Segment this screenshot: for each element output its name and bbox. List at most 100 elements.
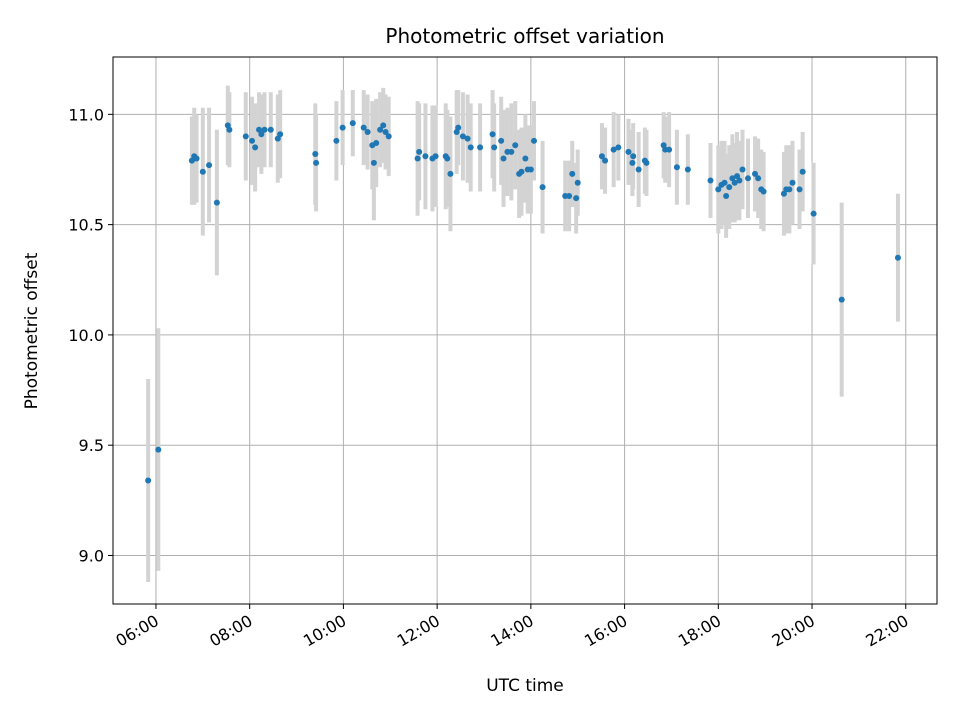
y-tick-label: 9.5: [79, 436, 104, 455]
data-point: [723, 192, 730, 199]
data-point: [734, 173, 741, 180]
data-point: [752, 170, 759, 177]
data-point: [539, 184, 546, 191]
data-point: [249, 137, 256, 144]
data-point: [598, 153, 605, 160]
data-point: [522, 155, 529, 162]
data-point: [333, 137, 340, 144]
data-point: [382, 128, 389, 135]
data-point: [707, 177, 714, 184]
data-point: [193, 155, 200, 162]
data-point: [736, 177, 743, 184]
data-point: [573, 195, 580, 202]
data-point: [729, 175, 736, 182]
data-point: [744, 175, 751, 182]
data-point: [530, 137, 537, 144]
data-point: [206, 162, 213, 169]
data-point: [602, 157, 609, 164]
data-point: [489, 131, 496, 138]
data-point: [630, 153, 637, 160]
data-point: [810, 210, 817, 217]
data-point: [252, 144, 259, 151]
data-point: [385, 133, 392, 140]
data-point: [491, 144, 498, 151]
data-points: [145, 120, 901, 484]
data-point: [267, 126, 274, 133]
plot-frame: [112, 56, 938, 605]
data-point: [422, 153, 429, 160]
data-point: [789, 179, 796, 186]
data-point: [377, 126, 384, 133]
data-point: [512, 142, 519, 149]
data-point: [226, 126, 233, 133]
data-point: [566, 192, 573, 199]
data-point: [666, 146, 673, 153]
data-point: [188, 157, 195, 164]
data-point: [569, 170, 576, 177]
data-point: [274, 135, 281, 142]
data-point: [416, 148, 423, 155]
data-point: [447, 170, 454, 177]
data-point: [625, 148, 632, 155]
data-point: [799, 168, 806, 175]
x-axis-label: UTC time: [486, 676, 564, 696]
data-point: [155, 446, 162, 453]
data-point: [199, 168, 206, 175]
data-point: [370, 159, 377, 166]
chart-title: Photometric offset variation: [385, 24, 664, 48]
data-point: [339, 124, 346, 131]
data-point: [242, 133, 249, 140]
data-point: [500, 155, 507, 162]
data-point: [258, 131, 265, 138]
data-point: [313, 159, 320, 166]
data-point: [755, 175, 762, 182]
data-point: [610, 146, 617, 153]
data-point: [277, 131, 284, 138]
data-point: [364, 128, 371, 135]
data-point: [731, 179, 738, 186]
data-point: [780, 190, 787, 197]
y-tick-label: 9.0: [79, 546, 104, 565]
data-point: [312, 151, 319, 158]
data-point: [432, 153, 439, 160]
data-point: [213, 199, 220, 206]
data-point: [726, 184, 733, 191]
data-point: [894, 254, 901, 261]
data-point: [574, 179, 581, 186]
data-point: [360, 124, 367, 131]
y-tick-label: 10.0: [68, 326, 104, 345]
data-point: [643, 159, 650, 166]
data-point: [721, 179, 728, 186]
data-point: [527, 166, 534, 173]
data-point: [673, 164, 680, 171]
data-point: [498, 137, 505, 144]
data-point: [796, 186, 803, 193]
data-point: [786, 186, 793, 193]
data-point: [838, 296, 845, 303]
data-point: [455, 124, 462, 131]
data-point: [373, 140, 380, 147]
data-point: [760, 188, 767, 195]
data-point: [459, 133, 466, 140]
y-tick-label: 11.0: [68, 105, 104, 124]
data-point: [739, 166, 746, 173]
data-point: [380, 122, 387, 129]
data-point: [684, 166, 691, 173]
data-point: [145, 477, 152, 484]
y-axis-label: Photometric offset: [22, 252, 42, 409]
data-point: [444, 155, 451, 162]
data-point: [477, 144, 484, 151]
data-point: [629, 159, 636, 166]
data-point: [349, 120, 356, 127]
data-point: [615, 144, 622, 151]
data-point: [518, 168, 525, 175]
data-point: [464, 135, 471, 142]
data-point: [635, 166, 642, 173]
data-point: [467, 144, 474, 151]
data-point: [508, 148, 515, 155]
data-point: [261, 126, 268, 133]
data-point: [414, 155, 421, 162]
y-tick-label: 10.5: [68, 216, 104, 235]
data-point: [715, 186, 722, 193]
data-point: [256, 126, 263, 133]
